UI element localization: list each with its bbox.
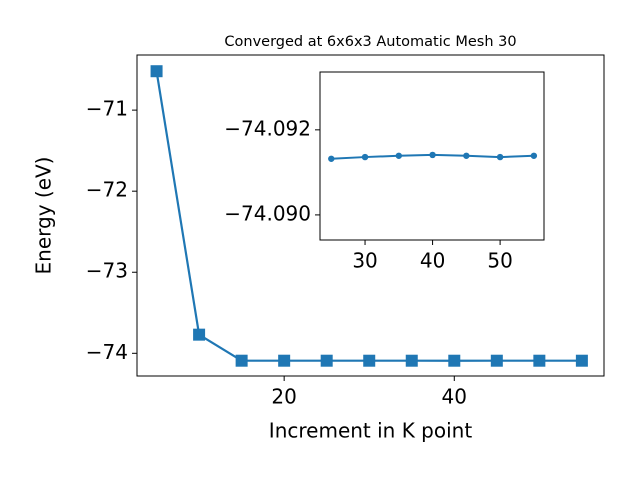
y-tick-label: −73 <box>86 259 128 283</box>
marker <box>530 152 538 159</box>
marker <box>320 354 333 367</box>
y-tick-label: −72 <box>86 178 128 202</box>
marker <box>463 152 470 159</box>
marker <box>490 354 503 367</box>
marker <box>363 354 376 367</box>
marker <box>328 155 335 162</box>
marker <box>575 354 588 367</box>
plot-frame <box>319 71 545 241</box>
marker <box>395 152 403 159</box>
marker <box>278 354 291 367</box>
marker <box>429 151 436 159</box>
x-tick-label: 20 <box>271 385 296 409</box>
x-tick-label: 50 <box>487 249 512 273</box>
marker <box>361 153 369 161</box>
y-axis-label: Energy (eV) <box>32 157 56 275</box>
marker <box>150 65 163 78</box>
marker <box>533 354 546 367</box>
y-tick-label: −71 <box>86 97 128 121</box>
y-tick-label: −74.092 <box>224 116 311 140</box>
marker <box>448 354 461 367</box>
x-tick-label: 30 <box>352 249 377 273</box>
marker <box>496 153 504 161</box>
chart-title: Converged at 6x6x3 Automatic Mesh 30 <box>224 34 516 50</box>
marker <box>193 328 206 341</box>
marker <box>235 354 248 367</box>
x-axis-label: Increment in K point <box>269 419 473 443</box>
marker <box>405 354 418 367</box>
y-tick-label: −74.090 <box>224 201 311 225</box>
plot-frame <box>136 54 605 377</box>
x-tick-label: 40 <box>442 385 467 409</box>
x-tick-label: 40 <box>420 249 445 273</box>
y-tick-label: −74 <box>86 340 128 364</box>
